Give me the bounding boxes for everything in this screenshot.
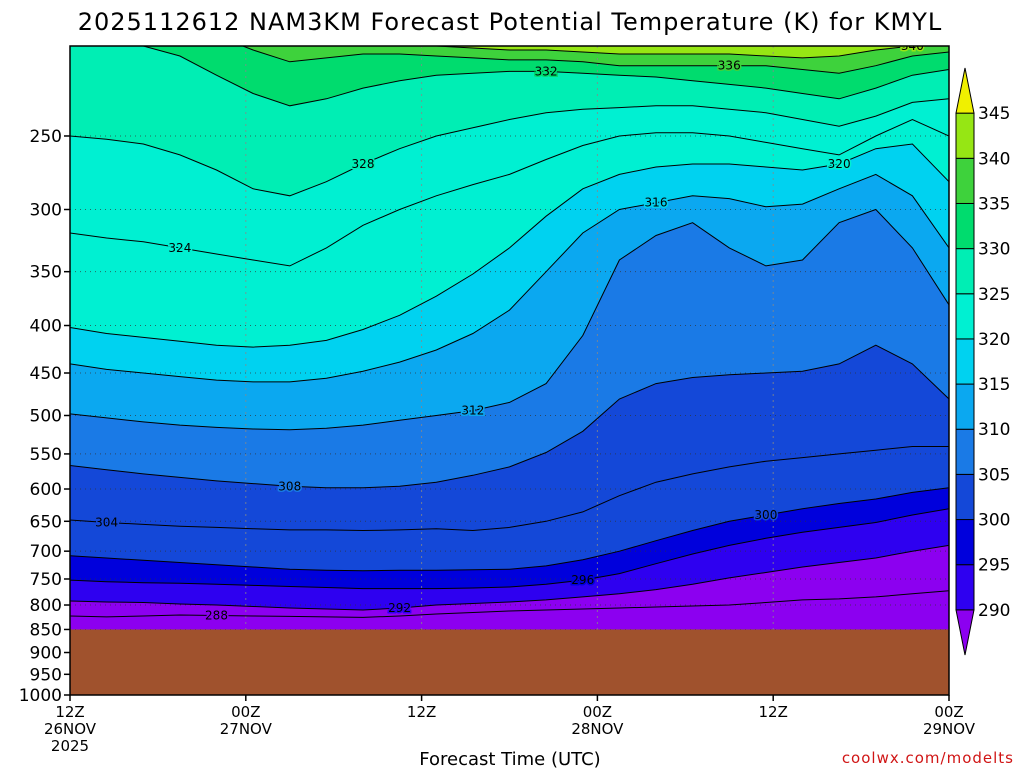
colorbar-segment-4 bbox=[955, 428, 975, 475]
ytick-label-350: 350 bbox=[30, 263, 62, 283]
contour-label-304: 304 bbox=[95, 516, 118, 530]
colorbar-arrow-high bbox=[955, 67, 975, 114]
xtick-label-24-0: 12Z bbox=[407, 703, 436, 721]
ytick-label-750: 750 bbox=[30, 570, 62, 590]
isentrope-332 bbox=[70, 46, 949, 107]
colorbar-label-335: 335 bbox=[978, 194, 1010, 214]
isentrope-312 bbox=[70, 208, 949, 431]
colorbar-segment-1 bbox=[955, 564, 975, 611]
contour-label-320: 320 bbox=[828, 157, 851, 171]
xtick-label-0-1: 26NOV bbox=[44, 720, 97, 738]
colorbar-label-315: 315 bbox=[978, 375, 1010, 395]
xtick-label-36-1: 28NOV bbox=[571, 720, 624, 738]
contour-label-296: 296 bbox=[571, 573, 594, 587]
ytick-label-450: 450 bbox=[30, 364, 62, 384]
colorbar-label-320: 320 bbox=[978, 330, 1010, 350]
xtick-label-0-2: 2025 bbox=[51, 737, 89, 755]
ytick-label-900: 900 bbox=[30, 644, 62, 664]
pressure-axis: 250 300 350 400 450 500 550 600 650 700 750 800 850 9… bbox=[19, 127, 70, 706]
x-axis-title: Forecast Time (UTC) bbox=[419, 749, 600, 768]
ytick-label-500: 500 bbox=[30, 406, 62, 426]
credit-text: coolwx.com/modelts bbox=[842, 749, 1014, 767]
ytick-label-1000: 1000 bbox=[19, 686, 62, 706]
colorbar-label-310: 310 bbox=[978, 420, 1010, 440]
colorbar-label-300: 300 bbox=[978, 511, 1010, 531]
xtick-label-0-0: 12Z bbox=[55, 703, 84, 721]
colorbar-label-345: 345 bbox=[978, 104, 1010, 124]
isentrope-308 bbox=[70, 344, 949, 489]
ytick-label-800: 800 bbox=[30, 596, 62, 616]
isentrope-340 bbox=[427, 46, 922, 59]
colorbar-segment-9 bbox=[955, 202, 975, 250]
contour-label-332: 332 bbox=[535, 64, 558, 78]
contour-label-324: 324 bbox=[168, 241, 191, 255]
isentrope-304 bbox=[70, 446, 949, 532]
ytick-label-250: 250 bbox=[30, 127, 62, 147]
isentrope-300 bbox=[70, 487, 949, 572]
isentrope-336 bbox=[241, 46, 949, 74]
colorbar-arrow-low bbox=[955, 609, 975, 656]
ytick-label-300: 300 bbox=[30, 201, 62, 221]
colorbar-segment-5 bbox=[955, 383, 975, 430]
chart-title: 2025112612 NAM3KM Forecast Potential Tem… bbox=[78, 8, 943, 36]
isentrope-328 bbox=[70, 98, 949, 197]
theta-field bbox=[70, 46, 949, 695]
colorbar-segment-3 bbox=[955, 473, 975, 521]
xtick-label-48-0: 12Z bbox=[759, 703, 788, 721]
ytick-label-950: 950 bbox=[30, 665, 62, 685]
contour-label-300: 300 bbox=[754, 508, 777, 522]
colorbar-segment-6 bbox=[955, 338, 975, 385]
colorbar-label-295: 295 bbox=[978, 556, 1010, 576]
ytick-label-400: 400 bbox=[30, 317, 62, 337]
isentrope-lines: 288 292 296 300 304 308 312 316 320 324 328 332 336 3… bbox=[70, 39, 949, 624]
contour-label-308: 308 bbox=[278, 479, 301, 493]
ytick-label-700: 700 bbox=[30, 542, 62, 562]
plot-frame bbox=[69, 45, 950, 696]
colorbar-segment-7 bbox=[955, 293, 975, 340]
xtick-label-12-1: 27NOV bbox=[220, 720, 273, 738]
contour-label-312: 312 bbox=[461, 404, 484, 418]
isentrope-316 bbox=[70, 173, 949, 383]
contour-label-288: 288 bbox=[205, 608, 228, 622]
colorbar-segment-2 bbox=[955, 519, 975, 566]
colorbar-segment-11 bbox=[955, 112, 975, 159]
colorbar-label-330: 330 bbox=[978, 240, 1010, 260]
colorbar-label-340: 340 bbox=[978, 149, 1010, 169]
xtick-label-12-0: 00Z bbox=[231, 703, 260, 721]
isentrope-324 bbox=[70, 118, 949, 267]
ytick-label-600: 600 bbox=[30, 480, 62, 500]
band-340 bbox=[70, 46, 949, 58]
isentrope-320 bbox=[70, 143, 949, 348]
ytick-label-850: 850 bbox=[30, 620, 62, 640]
below-ground-area bbox=[70, 629, 949, 695]
isentrope-296 bbox=[70, 508, 949, 590]
isentrope-292 bbox=[70, 544, 949, 611]
xtick-label-60-0: 00Z bbox=[934, 703, 963, 721]
colorbar-label-290: 290 bbox=[978, 601, 1010, 621]
colorbar-segment-8 bbox=[955, 248, 975, 295]
xtick-label-60-1: 29NOV bbox=[923, 720, 976, 738]
contour-label-292: 292 bbox=[388, 601, 411, 615]
xtick-label-36-0: 00Z bbox=[583, 703, 612, 721]
colorbar-label-325: 325 bbox=[978, 285, 1010, 305]
ytick-label-650: 650 bbox=[30, 512, 62, 532]
ytick-label-550: 550 bbox=[30, 445, 62, 465]
contour-label-340: 340 bbox=[901, 39, 924, 53]
isentrope-288 bbox=[70, 590, 949, 618]
contour-label-316: 316 bbox=[645, 196, 668, 210]
colorbar: 290 295 300 305 310 315 320 325 330 335 340 345 bbox=[955, 67, 1010, 656]
contour-label-328: 328 bbox=[352, 157, 375, 171]
contour-label-336: 336 bbox=[718, 59, 741, 73]
colorbar-label-305: 305 bbox=[978, 465, 1010, 485]
colorbar-segment-10 bbox=[955, 157, 975, 204]
